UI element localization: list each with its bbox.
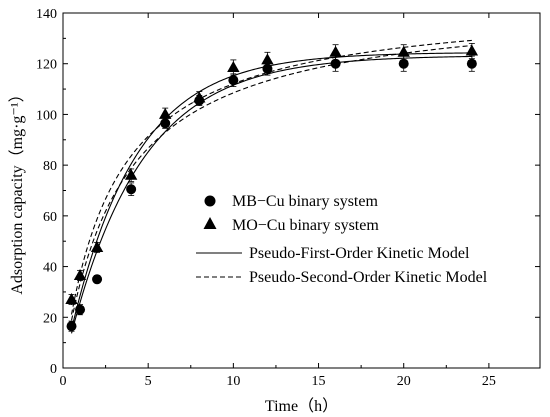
mb-point (92, 274, 103, 285)
pso-curve (70, 44, 472, 321)
legend-marker-triangle (203, 217, 217, 229)
mo-point (73, 268, 87, 280)
mo-point (227, 61, 240, 73)
mo-point (261, 53, 274, 65)
legend-label: MO−Cu binary system (232, 217, 379, 234)
pfo-curve (70, 55, 472, 334)
y-tick-label: 140 (36, 7, 57, 22)
mb-point (398, 58, 409, 69)
x-tick-label: 10 (226, 374, 240, 389)
mb-point (66, 321, 77, 332)
mo-point (124, 168, 138, 180)
legend: MB−Cu binary system MO−Cu binary system Ps… (196, 193, 488, 286)
legend-label: Pseudo-Second-Order Kinetic Model (249, 269, 488, 286)
y-axis: 0 20 40 60 80 100 120 140 (36, 7, 540, 377)
y-tick-label: 60 (43, 210, 57, 225)
x-tick-label: 25 (482, 374, 496, 389)
x-axis: 0 5 10 15 20 25 (60, 13, 496, 389)
mb-point (75, 304, 86, 315)
x-tick-label: 15 (312, 374, 326, 389)
mo-point (65, 293, 78, 305)
legend-label: MB−Cu binary system (232, 193, 378, 210)
y-tick-label: 100 (36, 108, 57, 123)
mb-point (228, 75, 239, 86)
mb-point (126, 184, 137, 195)
y-axis-title: Adsorption capacity（mg·g⁻¹） (8, 86, 26, 294)
y-tick-label: 120 (36, 58, 57, 73)
x-tick-label: 0 (60, 374, 67, 389)
x-axis-title: Time（h） (265, 397, 338, 415)
mo-point (465, 44, 479, 56)
data-points (65, 43, 479, 332)
mo-point (329, 45, 342, 57)
x-tick-label: 5 (145, 374, 152, 389)
legend-label: Pseudo-First-Order Kinetic Model (249, 245, 470, 262)
mb-point (466, 58, 477, 69)
y-tick-label: 40 (43, 261, 57, 276)
mo-point (90, 241, 104, 253)
mb-point (262, 63, 273, 74)
y-tick-label: 0 (50, 362, 57, 377)
x-tick-label: 20 (397, 374, 411, 389)
mo-point (193, 91, 206, 103)
y-tick-label: 80 (43, 159, 57, 174)
mb-point (330, 58, 341, 69)
mo-point (397, 45, 410, 57)
y-tick-label: 20 (43, 311, 57, 326)
legend-marker-circle (204, 195, 216, 207)
mo-point (159, 107, 172, 119)
